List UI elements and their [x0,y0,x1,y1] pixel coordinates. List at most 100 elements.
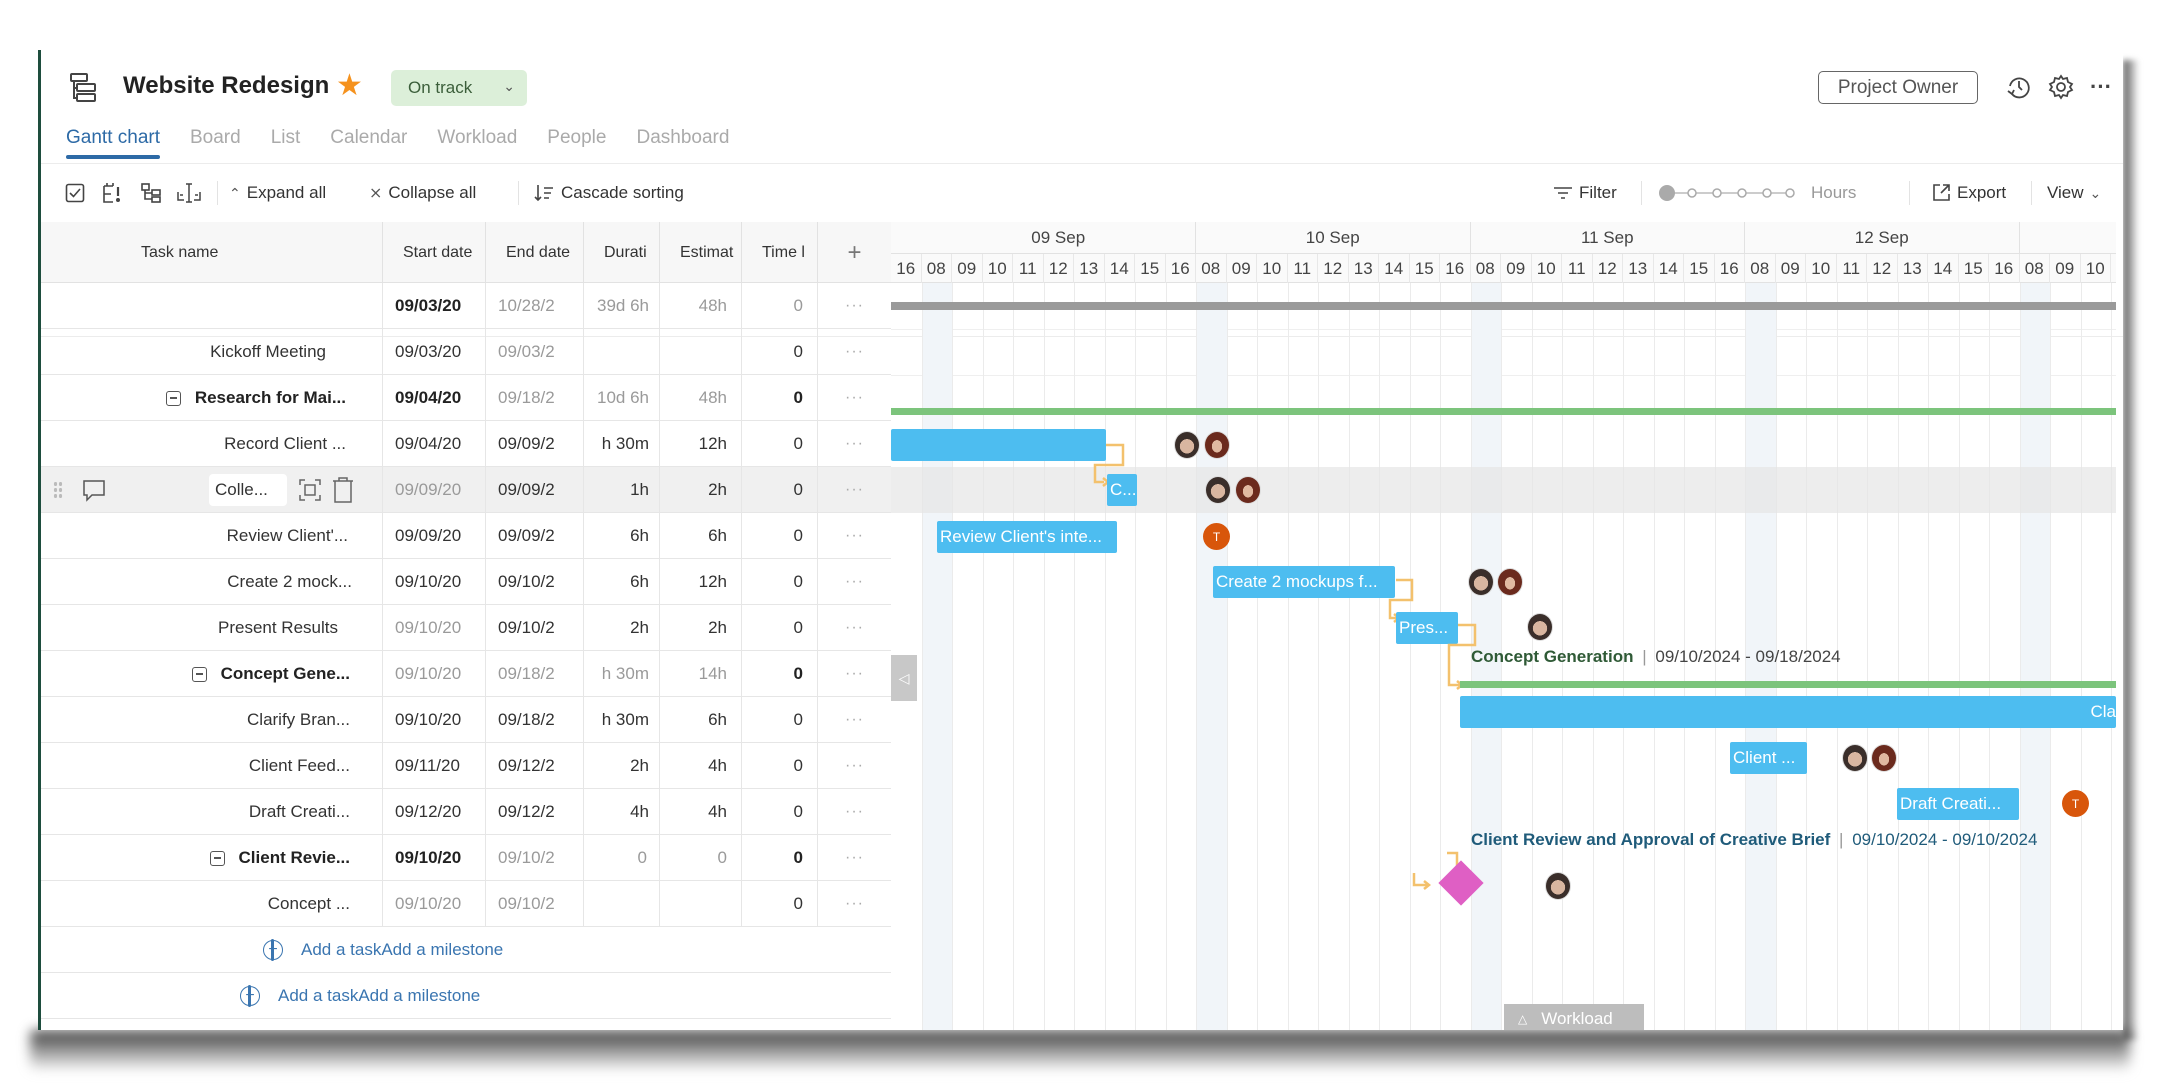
task-name[interactable]: Concept Gene... [41,651,383,697]
start-date[interactable]: 09/10/20 [383,605,486,651]
time-log[interactable]: 0 [742,283,818,329]
time-log[interactable]: 0 [742,559,818,605]
time-log[interactable]: 0 [742,881,818,927]
start-date[interactable]: 09/10/20 [383,651,486,697]
collapse-all-button[interactable]: ⨯ Collapse all [369,179,476,207]
critical-path-icon[interactable] [101,179,123,207]
start-date[interactable]: 09/10/20 [383,697,486,743]
time-log[interactable]: 0 [742,835,818,881]
row-menu-button[interactable]: ··· [845,803,864,820]
tab-workload[interactable]: Workload [437,127,518,148]
research-group-bar[interactable] [891,408,2116,415]
duration[interactable]: 39d 6h [584,283,660,329]
start-date[interactable]: 09/04/20 [383,375,486,421]
estimate[interactable]: 6h [660,513,742,559]
end-date[interactable]: 09/18/2 [486,697,584,743]
view-dropdown[interactable]: View ⌄ [2047,179,2101,207]
end-date[interactable]: 09/03/2 [486,329,584,375]
time-log[interactable]: 0 [742,697,818,743]
duration[interactable]: 6h [584,559,660,605]
end-date[interactable]: 10/28/2 [486,283,584,329]
tab-gantt-chart[interactable]: Gantt chart [66,127,160,159]
row-menu-button[interactable]: ··· [845,573,864,590]
end-date[interactable]: 09/10/2 [486,835,584,881]
start-date[interactable]: 09/09/20 [383,467,486,513]
duration[interactable]: 10d 6h [584,375,660,421]
tab-list[interactable]: List [270,127,301,148]
add-milestone-link[interactable]: Add a milestone [381,939,504,959]
collapse-icon[interactable] [191,666,207,682]
end-date[interactable]: 09/18/2 [486,375,584,421]
column-estimate[interactable]: Estimat [660,222,742,283]
table-row[interactable]: Client Revie... 09/10/20 09/10/2 0 0 0 ·… [41,835,891,881]
row-menu-button[interactable]: ··· [845,757,864,774]
start-date[interactable]: 09/12/20 [383,789,486,835]
task-name[interactable]: Kickoff Meeting [41,329,383,375]
task-name[interactable]: Create 2 mock... [41,559,383,605]
task-bar-create-mockups[interactable]: Create 2 mockups f... [1213,566,1395,598]
row-menu-button[interactable]: ··· [845,435,864,452]
end-date[interactable]: 09/09/2 [486,421,584,467]
export-button[interactable]: Export [1931,179,2006,207]
add-milestone-link[interactable]: Add a milestone [358,985,481,1005]
row-menu-button[interactable]: ··· [845,849,864,866]
duration[interactable] [584,881,660,927]
duration[interactable]: h 30m [584,651,660,697]
time-log[interactable]: 0 [742,651,818,697]
start-date[interactable]: 09/09/20 [383,513,486,559]
delete-icon[interactable] [332,477,354,503]
estimate[interactable]: 12h [660,559,742,605]
row-menu-button[interactable]: ··· [845,711,864,728]
zoom-slider-track[interactable] [1657,183,1797,203]
estimate[interactable]: 0 [660,835,742,881]
expand-all-button[interactable]: ⌃ Expand all [229,179,326,207]
estimate[interactable]: 12h [660,421,742,467]
column-start-date[interactable]: Start date [383,222,486,283]
column-end-date[interactable]: End date [486,222,584,283]
row-menu-button[interactable]: ··· [845,481,864,498]
tab-calendar[interactable]: Calendar [330,127,408,148]
estimate[interactable] [660,329,742,375]
end-date[interactable]: 09/10/2 [486,559,584,605]
concept-group-bar[interactable] [1460,681,2116,688]
duration[interactable]: 2h [584,743,660,789]
tab-board[interactable]: Board [190,127,241,148]
duration[interactable]: h 30m [584,421,660,467]
table-row[interactable]: Draft Creati... 09/12/20 09/12/2 4h 4h 0… [41,789,891,835]
tab-people[interactable]: People [547,127,607,148]
row-menu-button[interactable]: ··· [845,297,864,314]
task-bar-review-client[interactable]: Review Client's inte... [937,521,1117,553]
tab-dashboard[interactable]: Dashboard [636,127,730,148]
duration[interactable] [584,329,660,375]
table-row[interactable]: Review Client'... 09/09/20 09/09/2 6h 6h… [41,513,891,559]
checkbox-icon[interactable] [65,179,85,207]
task-name[interactable]: Research for Mai... [41,375,383,421]
project-owner-button[interactable]: Project Owner [1818,71,1978,104]
row-menu-button[interactable]: ··· [845,343,864,360]
estimate[interactable] [660,881,742,927]
star-icon[interactable]: ★ [336,69,363,102]
end-date[interactable]: 09/09/2 [486,467,584,513]
hierarchy-icon[interactable] [140,179,162,207]
gear-icon[interactable] [2046,72,2076,102]
start-date[interactable]: 09/03/20 [383,329,486,375]
estimate[interactable]: 2h [660,605,742,651]
estimate[interactable]: 14h [660,651,742,697]
duration[interactable]: 1h [584,467,660,513]
row-menu-button[interactable]: ··· [845,665,864,682]
task-bar-clarify-brand[interactable]: Cla [1460,696,2116,728]
column-task-name[interactable]: Task name [41,222,383,283]
row-menu-button[interactable]: ··· [845,619,864,636]
estimate[interactable]: 6h [660,697,742,743]
task-name[interactable]: Draft Creati... [41,789,383,835]
estimate[interactable]: 48h [660,375,742,421]
task-bar-present-results[interactable]: Pres... [1396,612,1458,644]
baseline-icon[interactable] [176,179,202,207]
workload-toggle-button[interactable]: △ Workload [1504,1004,1644,1030]
drag-handle-icon[interactable] [53,481,63,499]
duration[interactable]: 2h [584,605,660,651]
table-row[interactable]: Present Results 09/10/20 09/10/2 2h 2h 0… [41,605,891,651]
project-summary-bar[interactable] [891,302,2116,310]
task-bar-draft-creative[interactable]: Draft Creati... [1897,788,2019,820]
start-date[interactable]: 09/10/20 [383,881,486,927]
